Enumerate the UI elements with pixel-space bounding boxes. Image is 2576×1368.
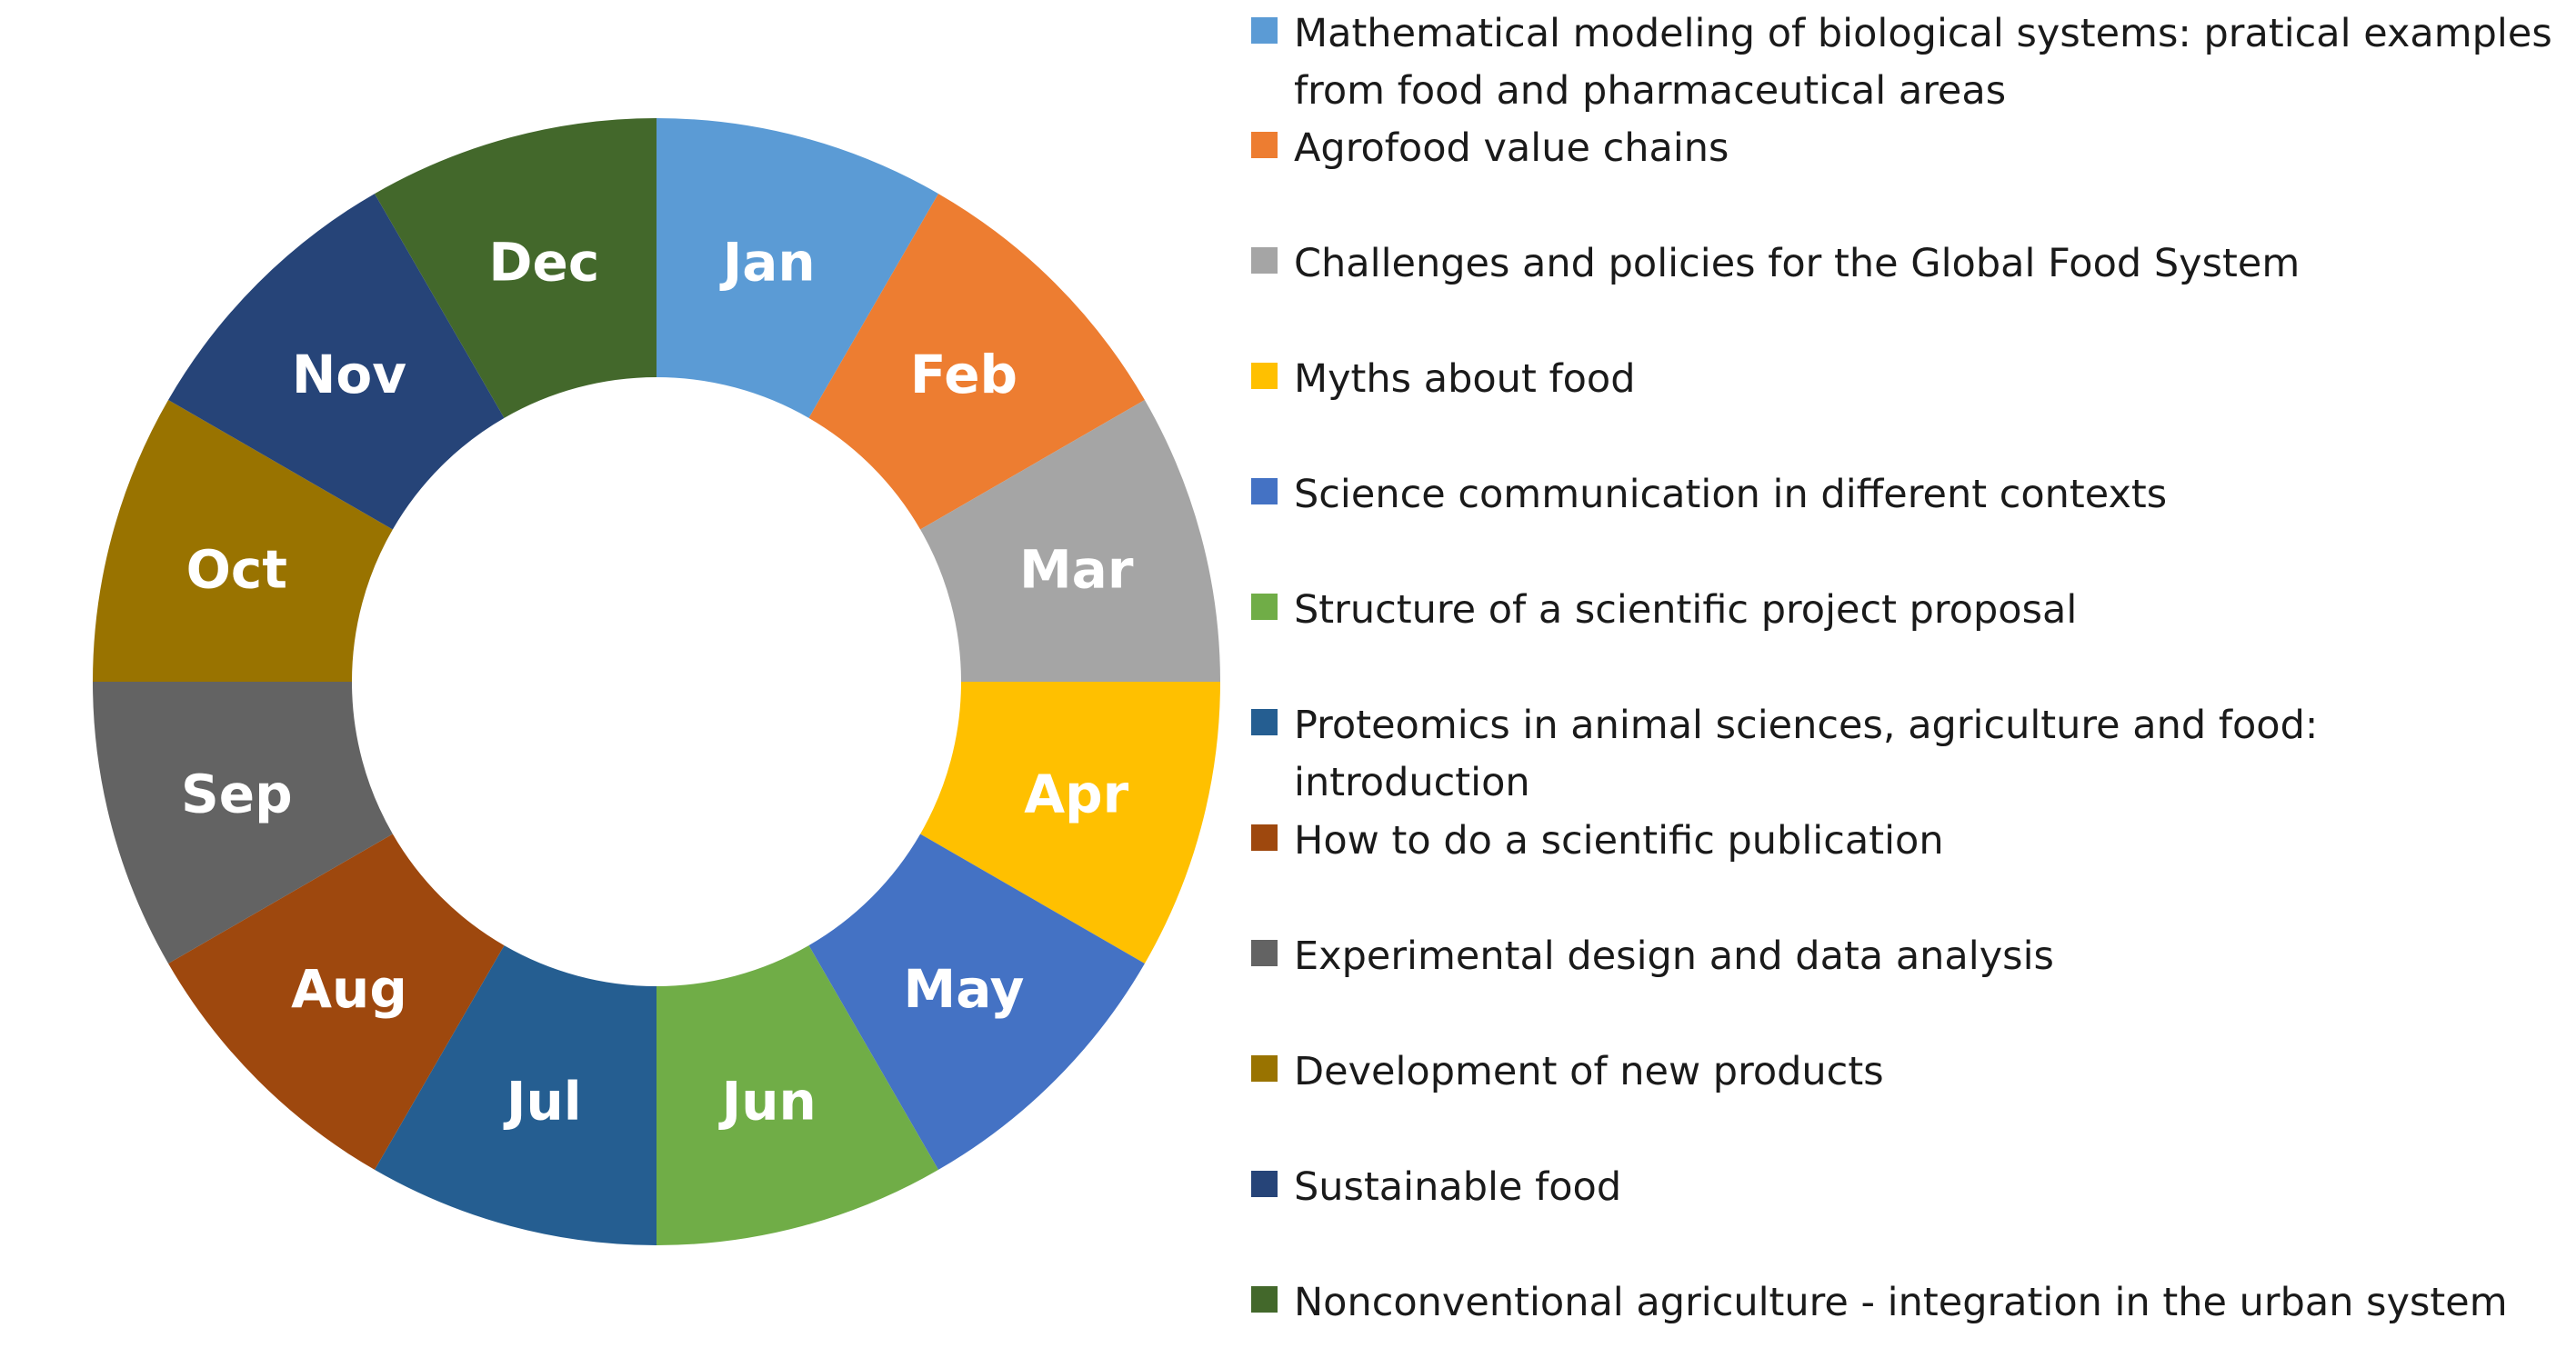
chart-legend: Mathematical modeling of biological syst… [1251,0,2561,1368]
legend-label: How to do a scientific publication [1294,818,1944,864]
legend-swatch [1251,594,1278,620]
slice-dec [375,118,657,418]
slice-label-jan: Jan [719,231,816,293]
slice-aug [168,834,505,1170]
slice-feb [808,194,1145,530]
legend-label: Science communication in different conte… [1294,472,2168,517]
legend-label: Agrofood value chains [1294,125,1729,171]
legend-item: Mathematical modeling of biological syst… [1251,5,2558,120]
slice-label-nov: Nov [292,344,406,405]
legend-label: Sustainable food [1294,1164,1622,1210]
donut-slices [93,118,1220,1245]
slice-label-oct: Oct [186,538,287,600]
slice-label-may: May [904,958,1025,1020]
legend-item: Myths about food [1251,351,2558,408]
legend-label: Structure of a scientific project propos… [1294,587,2078,633]
slice-nov [168,194,505,530]
legend-item: Structure of a scientific project propos… [1251,582,2558,639]
legend-swatch [1251,1171,1278,1197]
slice-label-aug: Aug [291,958,407,1020]
legend-swatch [1251,1055,1278,1082]
legend-swatch [1251,709,1278,735]
legend-item: Experimental design and data analysis [1251,928,2558,985]
slice-label-jul: Jul [503,1071,582,1133]
legend-swatch [1251,363,1278,389]
legend-swatch [1251,1286,1278,1313]
donut-slice-labels: Jan Feb Mar Apr May Jun Jul Aug Sep Oct Nov Dec [181,231,1134,1132]
legend-swatch [1251,940,1278,966]
slice-sep [93,682,393,964]
slice-jul [375,945,657,1245]
legend-label: Nonconventional agriculture - integratio… [1294,1280,2508,1325]
slice-label-jun: Jun [718,1071,817,1133]
legend-swatch [1251,824,1278,851]
legend-item: Proteomics in animal sciences, agricultu… [1251,697,2558,812]
legend-label: Experimental design and data analysis [1294,934,2054,979]
legend-swatch [1251,478,1278,504]
slice-oct [93,400,393,682]
slice-may [808,834,1145,1170]
legend-item: Sustainable food [1251,1159,2558,1216]
legend-swatch [1251,247,1278,274]
legend-item: Challenges and policies for the Global F… [1251,235,2558,293]
slice-mar [920,400,1220,682]
legend-item: Agrofood value chains [1251,120,2558,177]
slice-label-mar: Mar [1019,538,1134,600]
legend-swatch [1251,132,1278,158]
legend-swatch [1251,17,1278,44]
slice-label-apr: Apr [1024,764,1128,825]
legend-item: How to do a scientific publication [1251,813,2558,870]
legend-label: Myths about food [1294,356,1636,402]
slice-label-feb: Feb [910,344,1017,405]
legend-label: Proteomics in animal sciences, agricultu… [1294,703,2319,805]
legend-label: Development of new products [1294,1049,1884,1094]
slice-jun [657,945,938,1245]
legend-item: Development of new products [1251,1043,2558,1101]
legend-label: Challenges and policies for the Global F… [1294,241,2300,286]
slice-label-dec: Dec [488,231,599,293]
slice-label-sep: Sep [181,764,293,825]
slice-apr [920,682,1220,964]
legend-item: Science communication in different conte… [1251,466,2558,524]
legend-label: Mathematical modeling of biological syst… [1294,11,2552,114]
donut-chart: Jan Feb Mar Apr May Jun Jul Aug Sep Oct Nov Dec [93,118,1220,1245]
legend-item: Nonconventional agriculture - integratio… [1251,1274,2558,1332]
slice-jan [657,118,938,418]
